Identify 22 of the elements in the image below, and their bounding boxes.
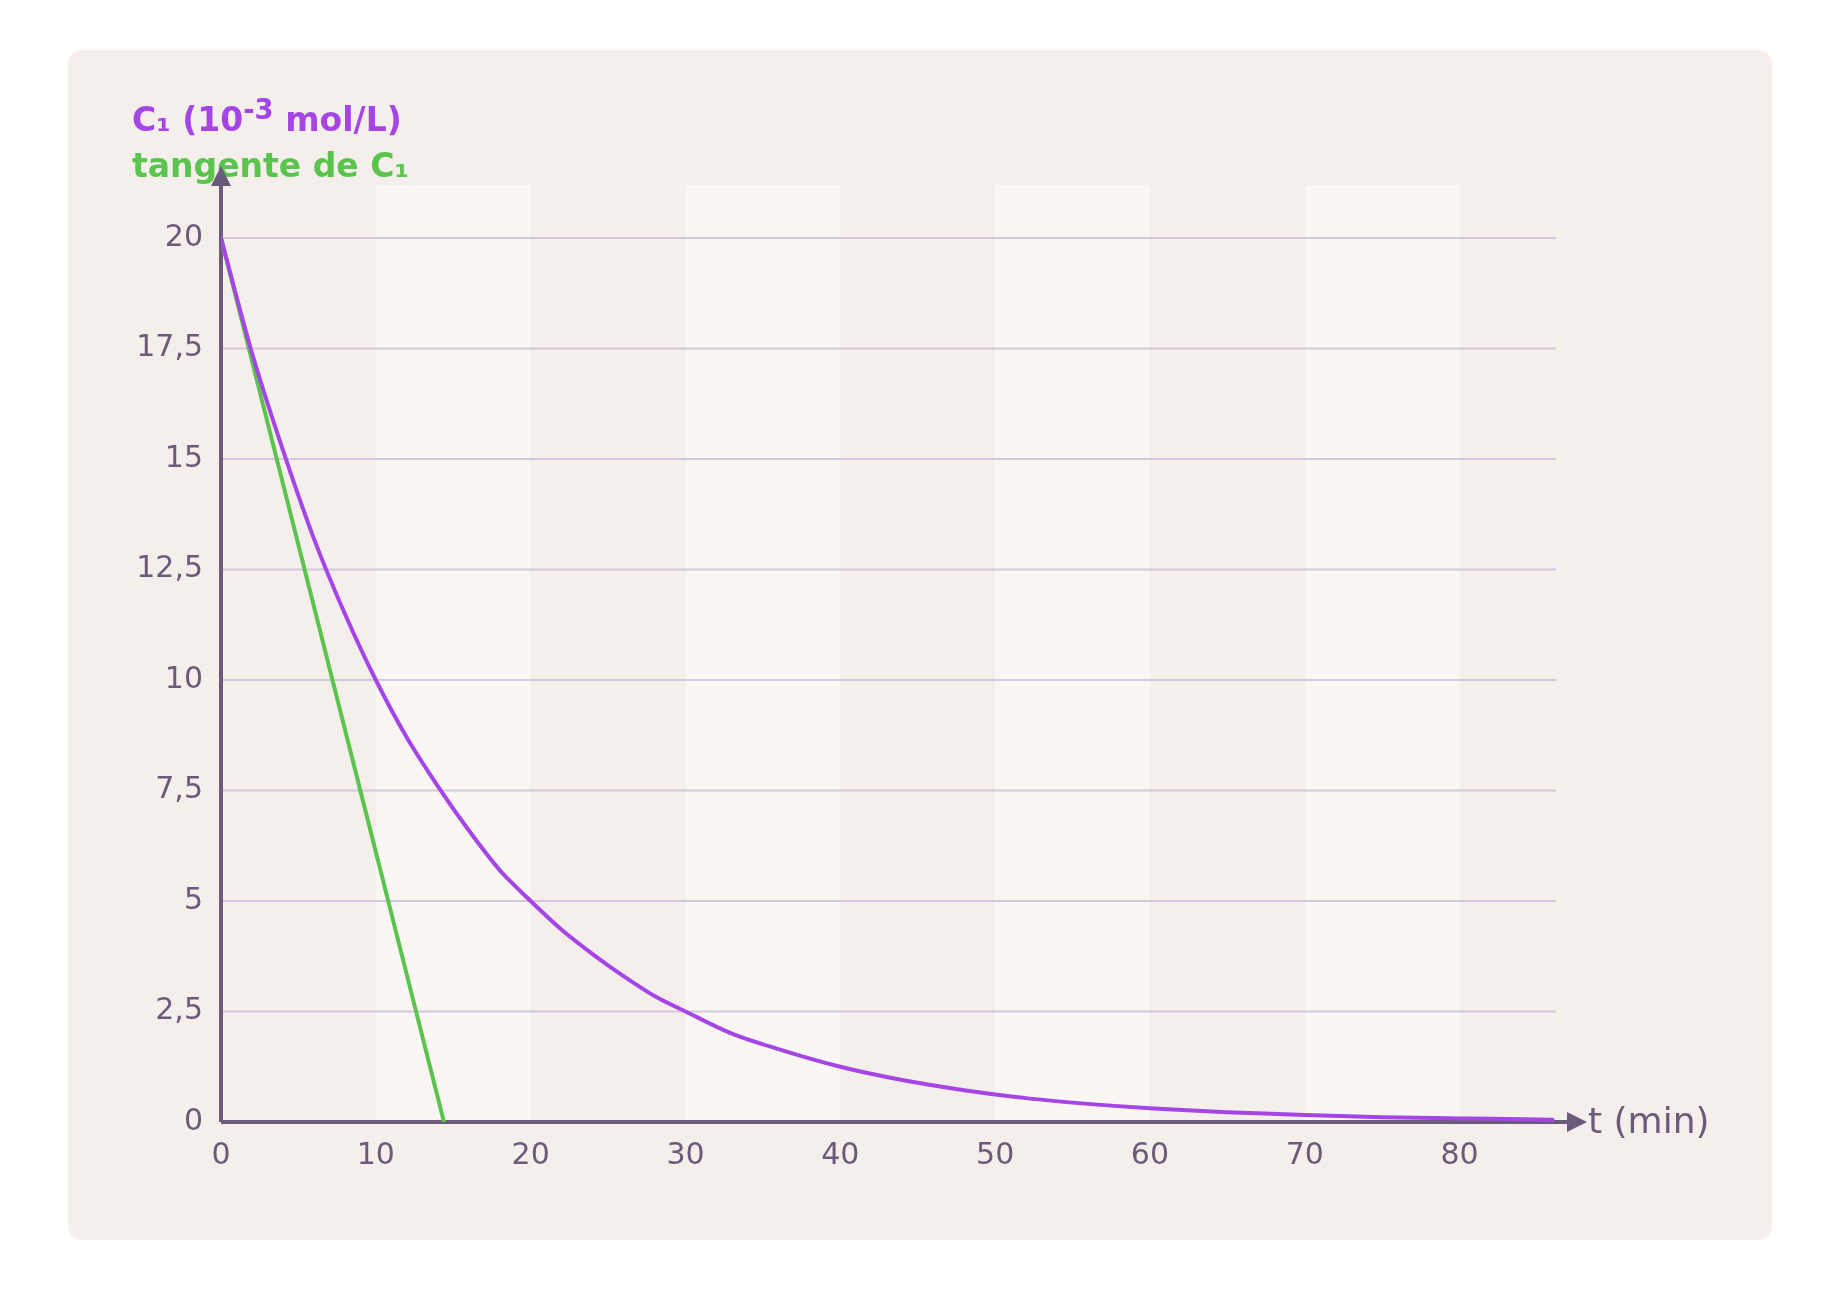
x-axis-title: t (min): [1588, 1100, 1710, 1141]
text: tangente de C₁: [132, 145, 409, 187]
x-tick-label: 40: [821, 1135, 860, 1171]
y-tick-label: 5: [183, 880, 203, 916]
y-tick-label: 0: [183, 1101, 203, 1137]
x-tick-label: 60: [1130, 1135, 1170, 1171]
x-tick-label: 0: [211, 1135, 231, 1171]
y-tick-label: 2,5: [155, 991, 203, 1027]
text: C₁ (10$^{-3}$ mol/L): [132, 92, 403, 141]
x-tick-label: 80: [1440, 1135, 1479, 1171]
y-tick-label: 15: [164, 438, 203, 474]
y-tick-label: 12,5: [136, 549, 203, 585]
y-tick-label: 7,5: [155, 770, 203, 806]
y-tick-label: 10: [164, 659, 203, 695]
x-tick-label: 30: [666, 1135, 705, 1171]
line-series: [221, 236, 1555, 1122]
x-tick-label: 20: [511, 1135, 550, 1171]
x-tick-label: 10: [356, 1135, 395, 1171]
y-tick-label: 20: [164, 217, 203, 253]
x-tick-label: 50: [976, 1135, 1015, 1171]
y-tick-label: 17,5: [136, 328, 203, 364]
x-tick-label: 70: [1285, 1135, 1324, 1171]
